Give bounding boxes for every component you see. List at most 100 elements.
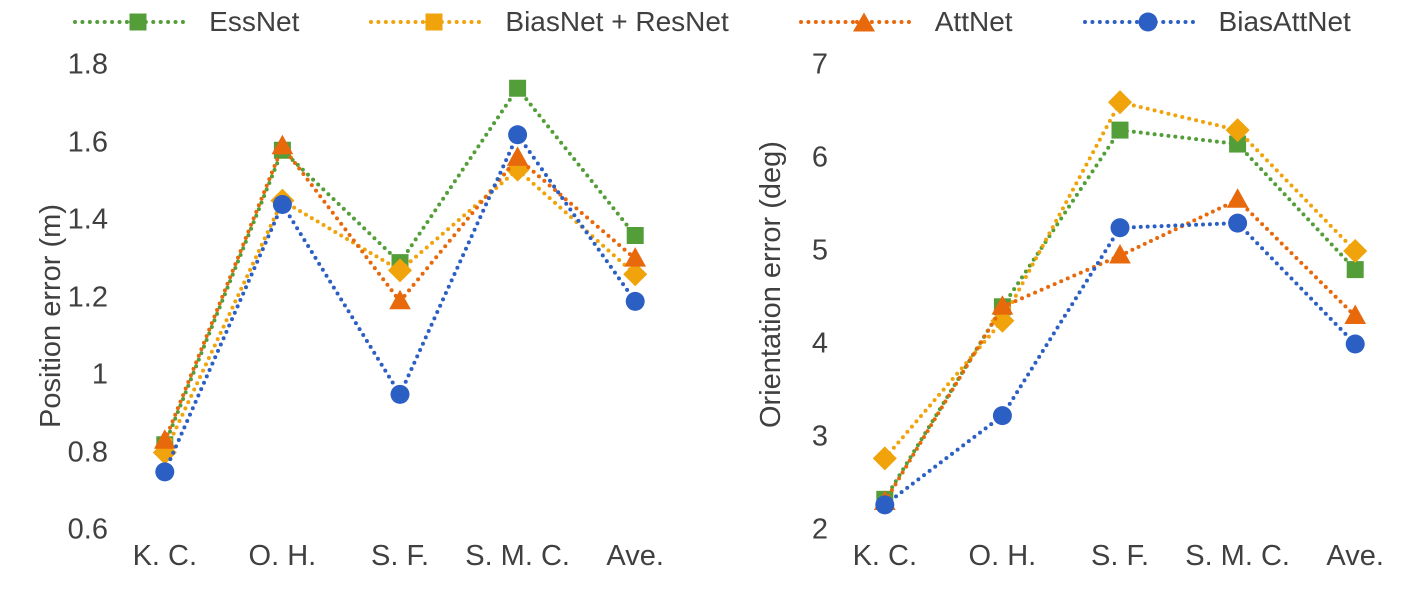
line-dot xyxy=(908,459,912,463)
line-dot xyxy=(607,201,611,205)
line-dot xyxy=(1146,225,1150,229)
line-dot xyxy=(487,196,491,200)
line-dot xyxy=(224,330,228,334)
line-dot xyxy=(239,287,243,291)
line-dot xyxy=(266,230,270,234)
line-dot xyxy=(350,315,354,319)
line-dot xyxy=(1198,215,1202,219)
line-dot xyxy=(1094,144,1098,148)
line-dot xyxy=(564,202,568,206)
line-dot xyxy=(457,228,461,232)
line-dot xyxy=(1245,138,1249,142)
circle-marker-icon xyxy=(1228,214,1247,233)
line-dot xyxy=(430,261,434,265)
line-dot xyxy=(537,187,541,191)
line-dot xyxy=(247,279,251,283)
line-dot xyxy=(1280,173,1284,177)
line-dot xyxy=(542,119,546,123)
line-dot xyxy=(1110,140,1114,144)
line-dot xyxy=(1047,231,1051,235)
line-dot xyxy=(364,255,368,259)
line-dot xyxy=(475,221,479,225)
line-dot xyxy=(916,477,920,481)
line-dot xyxy=(1287,197,1291,201)
line-dot xyxy=(504,158,508,162)
line-dot xyxy=(1155,236,1159,240)
line-dot xyxy=(532,182,536,186)
line-dot xyxy=(1081,284,1085,288)
line-dot xyxy=(1194,137,1198,141)
line-dot xyxy=(228,275,232,279)
legend-label: EssNet xyxy=(209,6,299,38)
line-dot xyxy=(1205,213,1209,217)
line-dot xyxy=(1299,261,1303,265)
line-dot xyxy=(1044,238,1048,242)
line-dot xyxy=(596,239,600,243)
line-dot xyxy=(1033,291,1037,295)
line-dot xyxy=(1011,396,1015,400)
line-dot xyxy=(191,406,195,410)
line-dot xyxy=(1041,349,1045,353)
line-dot xyxy=(225,318,229,322)
line-dot xyxy=(462,213,466,217)
line-dot xyxy=(510,145,514,149)
line-dot xyxy=(362,226,366,230)
line-dot xyxy=(1054,219,1058,223)
line-dot xyxy=(192,367,196,371)
line-dot xyxy=(339,234,343,238)
y-tick-label: 4 xyxy=(768,328,828,361)
line-dot xyxy=(928,469,932,473)
line-dot xyxy=(1250,143,1254,147)
line-dot xyxy=(1290,184,1294,188)
line-dot xyxy=(1107,243,1111,247)
line-dot xyxy=(1070,302,1074,306)
line-dot xyxy=(983,334,987,338)
line-dot xyxy=(222,325,226,329)
line-dot xyxy=(611,206,615,210)
line-dot xyxy=(597,248,601,252)
line-dot xyxy=(231,269,235,273)
line-dot xyxy=(1173,135,1177,139)
line-dot xyxy=(1022,378,1026,382)
line-dot xyxy=(892,446,896,450)
line-dot xyxy=(585,216,589,220)
circle-marker-icon xyxy=(993,406,1012,425)
line-dot xyxy=(207,356,211,360)
line-dot xyxy=(944,456,948,460)
line-dot xyxy=(951,377,955,381)
line-dot xyxy=(502,173,506,177)
line-dot xyxy=(461,222,465,226)
line-dot xyxy=(1294,189,1298,193)
line-dot xyxy=(924,409,928,413)
line-dot xyxy=(472,150,476,154)
line-dot xyxy=(529,103,533,107)
triangle-marker-icon xyxy=(1227,188,1249,207)
line-dot xyxy=(1008,402,1012,406)
line-dot xyxy=(585,174,589,178)
line-dot xyxy=(182,425,186,429)
line-dot xyxy=(480,139,484,143)
line-dot xyxy=(1264,172,1268,176)
line-dot xyxy=(972,435,976,439)
line-dot xyxy=(1079,271,1083,275)
line-dot xyxy=(1194,223,1198,227)
line-dot xyxy=(533,108,537,112)
line-dot xyxy=(546,124,550,128)
line-dot xyxy=(257,203,261,207)
line-dot xyxy=(336,292,340,296)
line-dot xyxy=(1096,261,1100,265)
y-tick-label: 0.8 xyxy=(48,436,108,469)
line-dot xyxy=(1063,314,1067,318)
line-dot xyxy=(233,262,237,266)
line-dot xyxy=(201,369,205,373)
line-dot xyxy=(310,216,314,220)
legend-item: BiasNet + ResNet xyxy=(369,6,728,38)
line-dot xyxy=(327,227,331,231)
line-dot xyxy=(249,223,253,227)
line-dot xyxy=(1324,312,1328,316)
line-dot xyxy=(1311,222,1315,226)
line-dot xyxy=(1245,231,1249,235)
legend-item: AttNet xyxy=(799,6,1013,38)
line-dot xyxy=(576,219,580,223)
line-dot xyxy=(367,231,371,235)
